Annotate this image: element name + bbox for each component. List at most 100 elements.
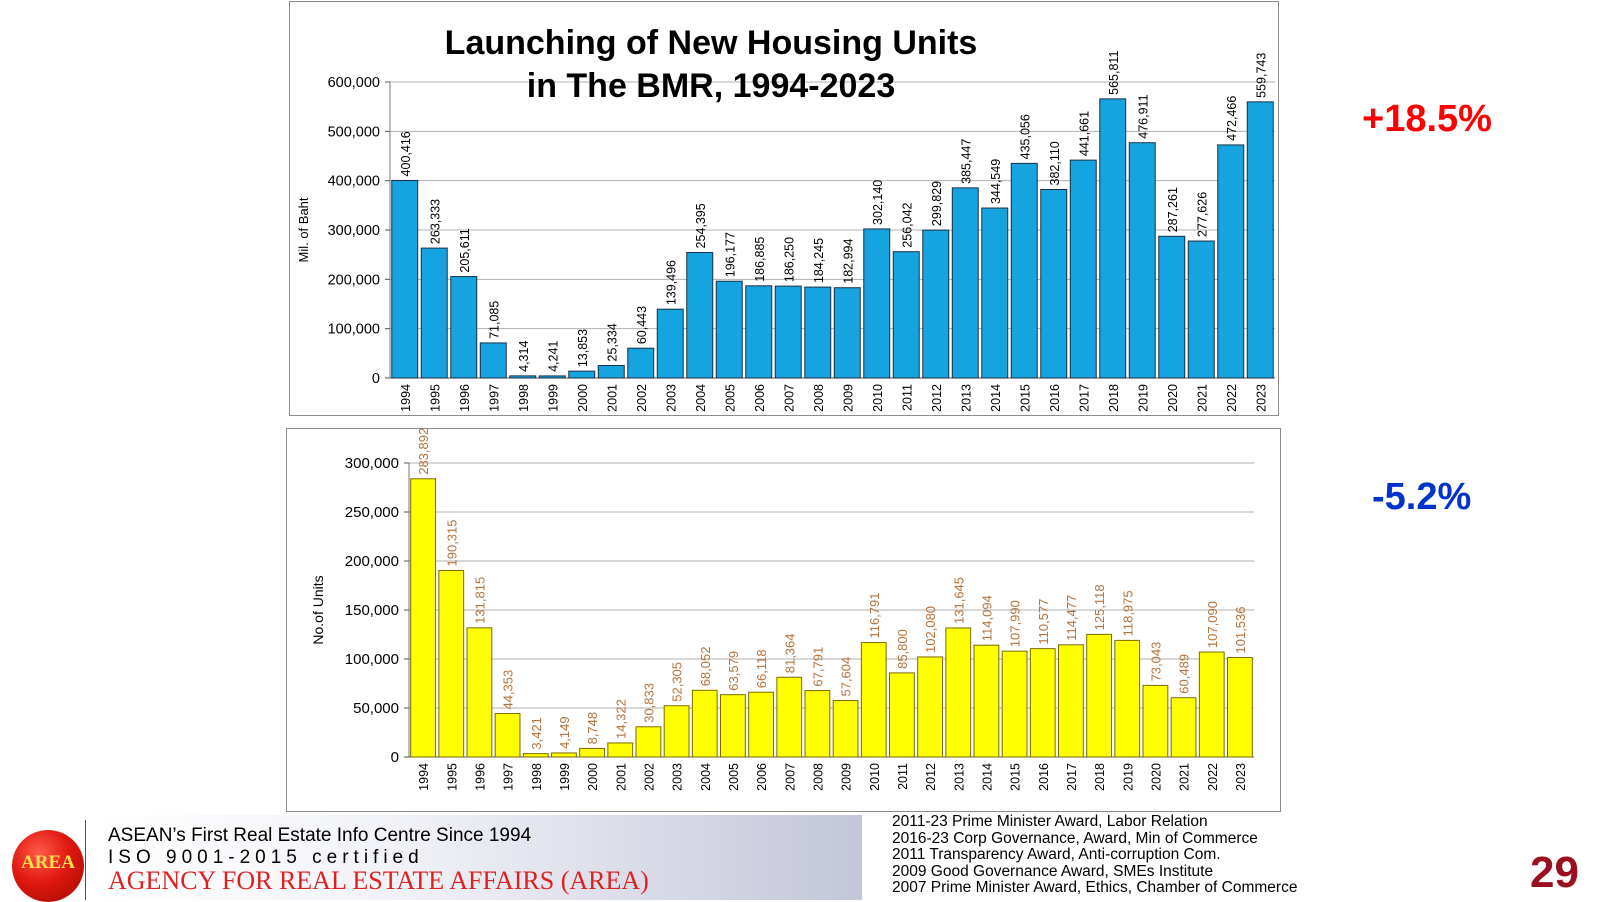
award-item: 2011 Transparency Award, Anti-corruption…	[892, 846, 1221, 864]
bar	[663, 705, 690, 758]
bar	[410, 478, 436, 758]
x-tick-label: 2017	[1077, 384, 1091, 412]
bar	[1040, 188, 1068, 379]
bar	[1170, 697, 1197, 758]
x-tick-label: 2012	[924, 763, 938, 791]
x-tick-label: 2002	[635, 384, 649, 412]
y-tick-label: 600,000	[328, 75, 380, 91]
value-bar-chart: 0 100,000 200,000 300,000 400,000 500,000 600,…	[296, 24, 1275, 412]
data-label: 8,748	[585, 712, 600, 745]
x-tick-label: 2005	[727, 763, 741, 791]
data-label: 205,611	[458, 228, 472, 272]
data-label: 60,443	[635, 306, 649, 344]
data-label: 182,994	[841, 238, 855, 283]
bar	[1069, 159, 1097, 379]
bar	[1198, 651, 1225, 758]
y-axis-label: Mil. of Baht	[296, 197, 311, 262]
x-tick-label: 2021	[1178, 763, 1192, 791]
x-tick-label: 2000	[586, 763, 600, 791]
data-label: 107,090	[1205, 601, 1220, 648]
x-tick-label: 1999	[546, 384, 560, 412]
x-tick-label: 2013	[952, 763, 966, 791]
y-tick-label: 100,000	[345, 651, 399, 668]
bar	[863, 228, 891, 379]
y-tick-label: 400,000	[328, 174, 380, 190]
bar	[479, 342, 507, 379]
data-label: 476,911	[1136, 94, 1150, 138]
bar	[1001, 650, 1028, 758]
y-tick-label: 0	[372, 371, 380, 387]
data-label: 287,261	[1166, 187, 1180, 232]
x-tick-label: 2016	[1048, 384, 1062, 412]
bar	[973, 644, 1000, 758]
bar	[509, 375, 537, 379]
bar	[568, 370, 596, 379]
data-label: 186,250	[782, 237, 796, 282]
x-tick-label: 2001	[614, 763, 628, 791]
data-label: 13,853	[576, 329, 590, 367]
bar	[1058, 644, 1084, 758]
data-label: 60,489	[1177, 654, 1192, 694]
data-label: 283,892	[416, 429, 431, 475]
x-tick-label: 2002	[642, 763, 656, 791]
x-tick-label: 2001	[605, 384, 619, 412]
x-tick-label: 1994	[417, 763, 431, 791]
units-bar-chart: 0 50,000 100,000 150,000 200,000 250,000 300,0…	[310, 429, 1254, 791]
x-tick-label: 2013	[959, 384, 973, 412]
y-tick-label: 250,000	[345, 504, 399, 521]
x-tick-label: 2004	[699, 763, 713, 791]
awards-list: 2011-23 Prime Minister Award, Labor Rela…	[892, 813, 1297, 897]
x-tick-label: 1996	[458, 384, 472, 412]
data-label: 4,149	[557, 716, 572, 749]
data-label: 85,800	[895, 629, 910, 669]
x-tick-label: 2016	[1037, 763, 1051, 791]
x-tick-label: 2023	[1234, 763, 1248, 791]
bar	[522, 753, 549, 758]
x-tick-label: 2018	[1093, 763, 1107, 791]
data-label: 256,042	[900, 202, 914, 247]
y-axis-label: No.of Units	[310, 575, 326, 644]
data-label: 400,416	[399, 131, 413, 176]
data-label: 101,536	[1233, 606, 1248, 653]
bar	[860, 642, 887, 758]
data-label: 114,094	[979, 595, 994, 641]
data-label: 52,305	[670, 662, 685, 702]
x-tick-label: 2019	[1136, 384, 1150, 412]
y-tick-label: 100,000	[328, 322, 380, 338]
x-tick-label: 2020	[1149, 763, 1163, 791]
x-tick-label: 1994	[399, 384, 413, 412]
data-label: 382,110	[1048, 141, 1062, 185]
x-tick-label: 1997	[502, 763, 516, 791]
bar	[627, 347, 655, 379]
data-label: 116,791	[867, 593, 882, 639]
x-tick-label: 2014	[989, 384, 1003, 412]
units-change-percent: -5.2%	[1372, 476, 1472, 518]
bar	[1246, 101, 1274, 379]
award-item: 2009 Good Governance Award, SMEs Institu…	[892, 862, 1214, 880]
bar	[832, 700, 859, 758]
bar	[450, 276, 478, 379]
data-label: 186,885	[753, 237, 767, 282]
bar	[391, 179, 419, 379]
bar	[635, 726, 662, 758]
bar	[466, 627, 493, 758]
x-tick-label: 2006	[753, 384, 767, 412]
x-tick-label: 2019	[1121, 763, 1135, 791]
data-label: 196,177	[723, 232, 737, 277]
data-label: 131,645	[951, 577, 966, 624]
x-tick-label: 2007	[783, 763, 797, 791]
data-label: 57,604	[839, 657, 854, 697]
data-label: 110,577	[1036, 599, 1051, 645]
bar	[774, 285, 802, 379]
bar	[1099, 98, 1127, 379]
bar	[1217, 144, 1245, 379]
bar	[538, 375, 566, 379]
x-tick-label: 2021	[1195, 384, 1209, 412]
data-label: 263,333	[428, 199, 442, 244]
data-label: 131,815	[472, 577, 487, 624]
award-item: 2011-23 Prime Minister Award, Labor Rela…	[892, 813, 1208, 830]
data-label: 190,315	[444, 519, 459, 566]
data-label: 472,466	[1225, 96, 1239, 141]
footer-divider	[85, 820, 86, 900]
x-tick-label: 2018	[1107, 384, 1121, 412]
